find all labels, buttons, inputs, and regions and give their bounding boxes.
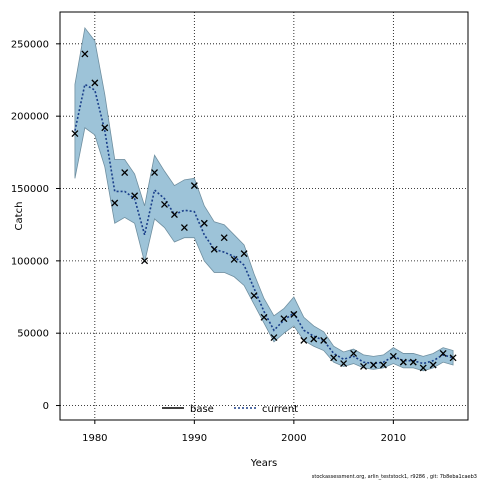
observed-point: [190, 182, 198, 190]
confidence-band: [74, 26, 454, 372]
y-axis: 0 50000 100000 150000 200000 250000: [11, 39, 60, 412]
observed-point: [260, 313, 268, 321]
y-axis-title: Catch: [14, 202, 25, 231]
x-axis: 1980 1990 2000 2010: [82, 420, 406, 444]
y-tick-label: 100000: [11, 256, 49, 267]
observed-point: [340, 360, 348, 368]
observed-point: [141, 257, 149, 265]
x-tick-label: 2010: [381, 433, 406, 444]
observed-point: [320, 336, 328, 344]
observed-point: [419, 364, 427, 372]
observed-point: [379, 361, 387, 369]
source-caption: stockassessment.org, arlin_teststock1, r…: [312, 474, 477, 480]
observed-point: [230, 255, 238, 263]
observed-point: [101, 124, 109, 132]
observed-point: [161, 200, 168, 208]
observed-point: [220, 234, 228, 242]
x-tick-label: 1990: [182, 433, 207, 444]
y-tick-label: 200000: [11, 112, 49, 123]
legend-base-label: base: [190, 404, 214, 415]
observed-point: [449, 354, 457, 362]
observed-point: [290, 310, 298, 318]
observed-point: [240, 250, 248, 258]
y-tick-label: 150000: [11, 184, 49, 195]
observed-point: [151, 169, 158, 177]
observed-point: [180, 224, 188, 232]
observed-point: [389, 352, 397, 360]
observed-point: [81, 50, 89, 58]
observed-point: [71, 130, 79, 137]
observed-point: [91, 79, 99, 87]
observed-point: [360, 363, 367, 370]
series-current-line: [74, 83, 454, 365]
observed-point: [280, 315, 288, 323]
observed-point: [250, 292, 258, 300]
observed-point: [310, 335, 318, 343]
legend: base current: [162, 404, 298, 415]
observed-point: [270, 334, 278, 341]
observed-point: [300, 336, 308, 344]
x-tick-label: 2000: [281, 433, 306, 444]
observed-point: [350, 349, 358, 357]
y-tick-label: 250000: [11, 39, 49, 50]
y-tick-label: 50000: [17, 329, 49, 340]
y-tick-label: 0: [43, 401, 49, 412]
observed-point: [370, 361, 377, 369]
plot-frame: [59, 11, 469, 421]
observed-point: [131, 192, 139, 200]
legend-current-label: current: [262, 404, 298, 415]
observed-point: [170, 211, 178, 219]
observed-point: [200, 219, 208, 227]
observed-point: [409, 358, 417, 366]
observed-point: [399, 358, 407, 366]
observed-point: [111, 199, 119, 207]
observed-points: [71, 50, 457, 372]
observed-point: [121, 169, 129, 177]
observed-point: [429, 361, 437, 369]
observed-point: [330, 354, 338, 362]
x-axis-title: Years: [250, 458, 277, 469]
observed-point: [439, 349, 447, 357]
x-tick-label: 1980: [82, 433, 107, 444]
observed-point: [210, 245, 218, 253]
